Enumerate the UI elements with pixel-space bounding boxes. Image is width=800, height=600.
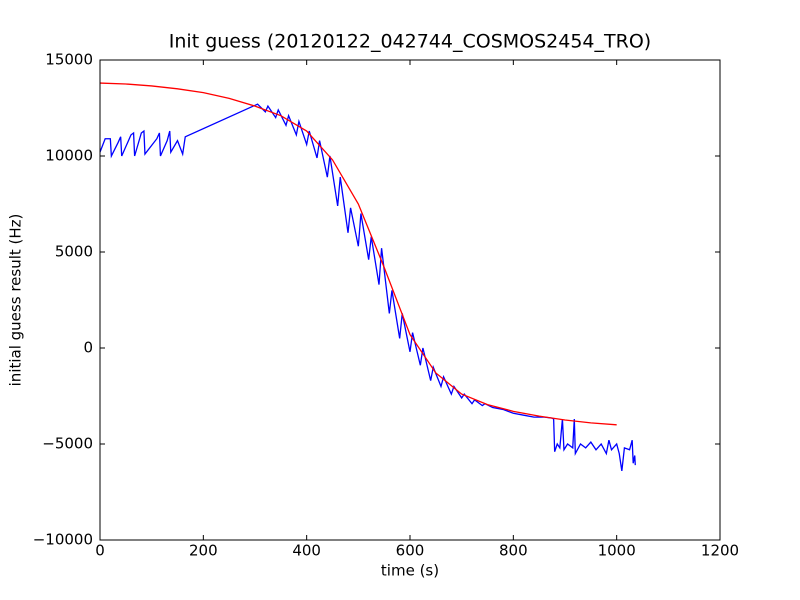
- y-tick-label: −5000: [42, 435, 93, 453]
- x-axis-label: time (s): [381, 562, 439, 580]
- x-tick-label: 200: [189, 542, 218, 560]
- x-tick-label: 0: [95, 542, 105, 560]
- y-tick-label: −10000: [33, 531, 93, 549]
- x-tick-label: 800: [499, 542, 528, 560]
- y-tick-label: 15000: [45, 51, 93, 69]
- y-tick-label: 0: [83, 339, 93, 357]
- x-tick-label: 1000: [598, 542, 636, 560]
- y-tick-label: 5000: [55, 243, 93, 261]
- x-tick-label: 400: [292, 542, 321, 560]
- x-tick-label: 1200: [701, 542, 739, 560]
- y-tick-label: 10000: [45, 147, 93, 165]
- x-tick-label: 600: [396, 542, 425, 560]
- line-series: [99, 82, 617, 426]
- plot-frame: [99, 59, 721, 541]
- chart-title: Init guess (20120122_042744_COSMOS2454_T…: [169, 31, 651, 53]
- y-axis-label: initial guess result (Hz): [7, 214, 25, 387]
